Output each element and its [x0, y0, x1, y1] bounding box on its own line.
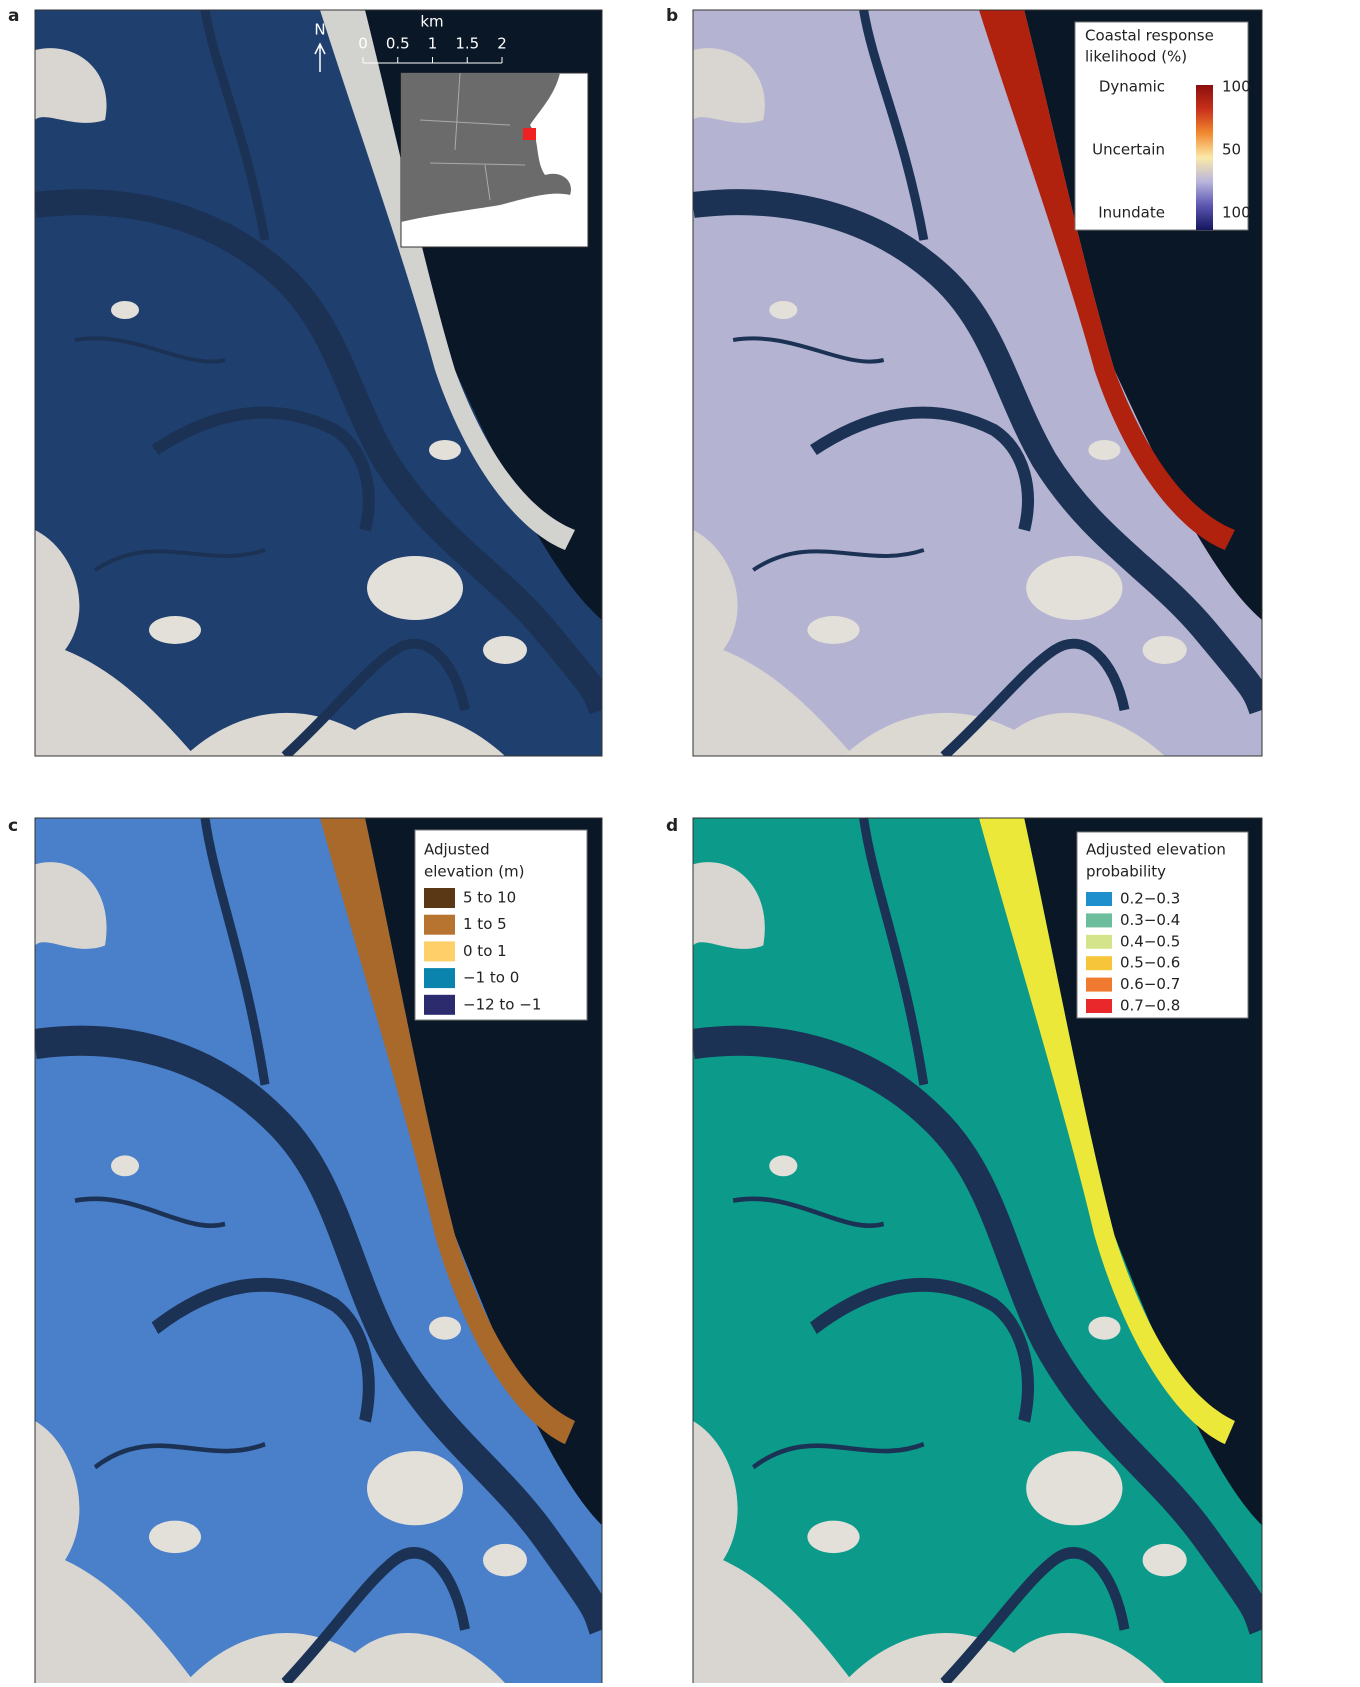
- legend-title: likelihood (%): [1085, 48, 1187, 66]
- legend-label: Dynamic: [1099, 78, 1165, 96]
- panel-c: c Adjusted elevation (m) 5 to 10 1 to 5 0 to…: [8, 816, 602, 1683]
- north-label: N: [314, 21, 325, 39]
- legend-swatch: [1086, 956, 1112, 970]
- figure: a N km 0 0.5 1 1.5 2 b Coastal response likel…: [0, 0, 1360, 1683]
- scale-tick-label: 2: [497, 35, 507, 53]
- legend-label: Inundate: [1098, 204, 1165, 222]
- panel-a: a N km 0 0.5 1 1.5 2: [8, 6, 602, 756]
- colorbar: [1196, 85, 1213, 230]
- legend-title: Adjusted elevation: [1086, 841, 1226, 859]
- legend-value: 50: [1222, 141, 1241, 159]
- scale-tick-label: 1.5: [455, 35, 479, 53]
- legend-swatch: [424, 968, 455, 988]
- legend-swatch: [1086, 913, 1112, 927]
- legend-label: Uncertain: [1092, 141, 1165, 159]
- legend-swatch: [1086, 935, 1112, 949]
- legend-swatch: [424, 888, 455, 908]
- legend-swatch: [1086, 892, 1112, 906]
- legend-swatch: [424, 915, 455, 935]
- legend-label: 0.4−0.5: [1120, 932, 1180, 950]
- legend-label: 1 to 5: [463, 915, 507, 933]
- legend-swatch: [1086, 999, 1112, 1013]
- scale-tick-label: 0: [358, 35, 368, 53]
- legend-swatch: [1086, 978, 1112, 992]
- legend-title: Coastal response: [1085, 27, 1214, 45]
- legend-title: probability: [1086, 863, 1166, 881]
- legend-swatch: [424, 941, 455, 961]
- legend-swatch: [424, 995, 455, 1015]
- panel-b: b Coastal response likelihood (%) Dynamic 1…: [666, 6, 1262, 756]
- panel-d: d Adjusted elevation probability 0.2−0.3 0.…: [666, 816, 1262, 1683]
- legend-label: 0.6−0.7: [1120, 975, 1180, 993]
- legend-label: −12 to −1: [463, 995, 541, 1013]
- legend-label: 0.2−0.3: [1120, 890, 1180, 908]
- legend-label: 0.7−0.8: [1120, 997, 1180, 1015]
- legend-title: elevation (m): [424, 863, 525, 881]
- legend-value: 100: [1222, 78, 1251, 96]
- panel-label: d: [666, 816, 678, 836]
- page: a N km 0 0.5 1 1.5 2 b Coastal response likel…: [0, 0, 1360, 1683]
- scale-unit: km: [420, 13, 443, 31]
- legend-label: 0.5−0.6: [1120, 954, 1180, 972]
- scale-tick-label: 0.5: [386, 35, 410, 53]
- panel-label: a: [8, 6, 19, 26]
- panel-label: b: [666, 6, 678, 26]
- legend-title: Adjusted: [424, 841, 490, 859]
- legend-label: −1 to 0: [463, 969, 519, 987]
- legend-label: 0.3−0.4: [1120, 911, 1180, 929]
- scale-tick-label: 1: [428, 35, 438, 53]
- legend-label: 0 to 1: [463, 942, 507, 960]
- legend-label: 5 to 10: [463, 889, 516, 907]
- inset-map: [401, 73, 588, 247]
- panel-label: c: [8, 816, 18, 836]
- legend-value: 100: [1222, 204, 1251, 222]
